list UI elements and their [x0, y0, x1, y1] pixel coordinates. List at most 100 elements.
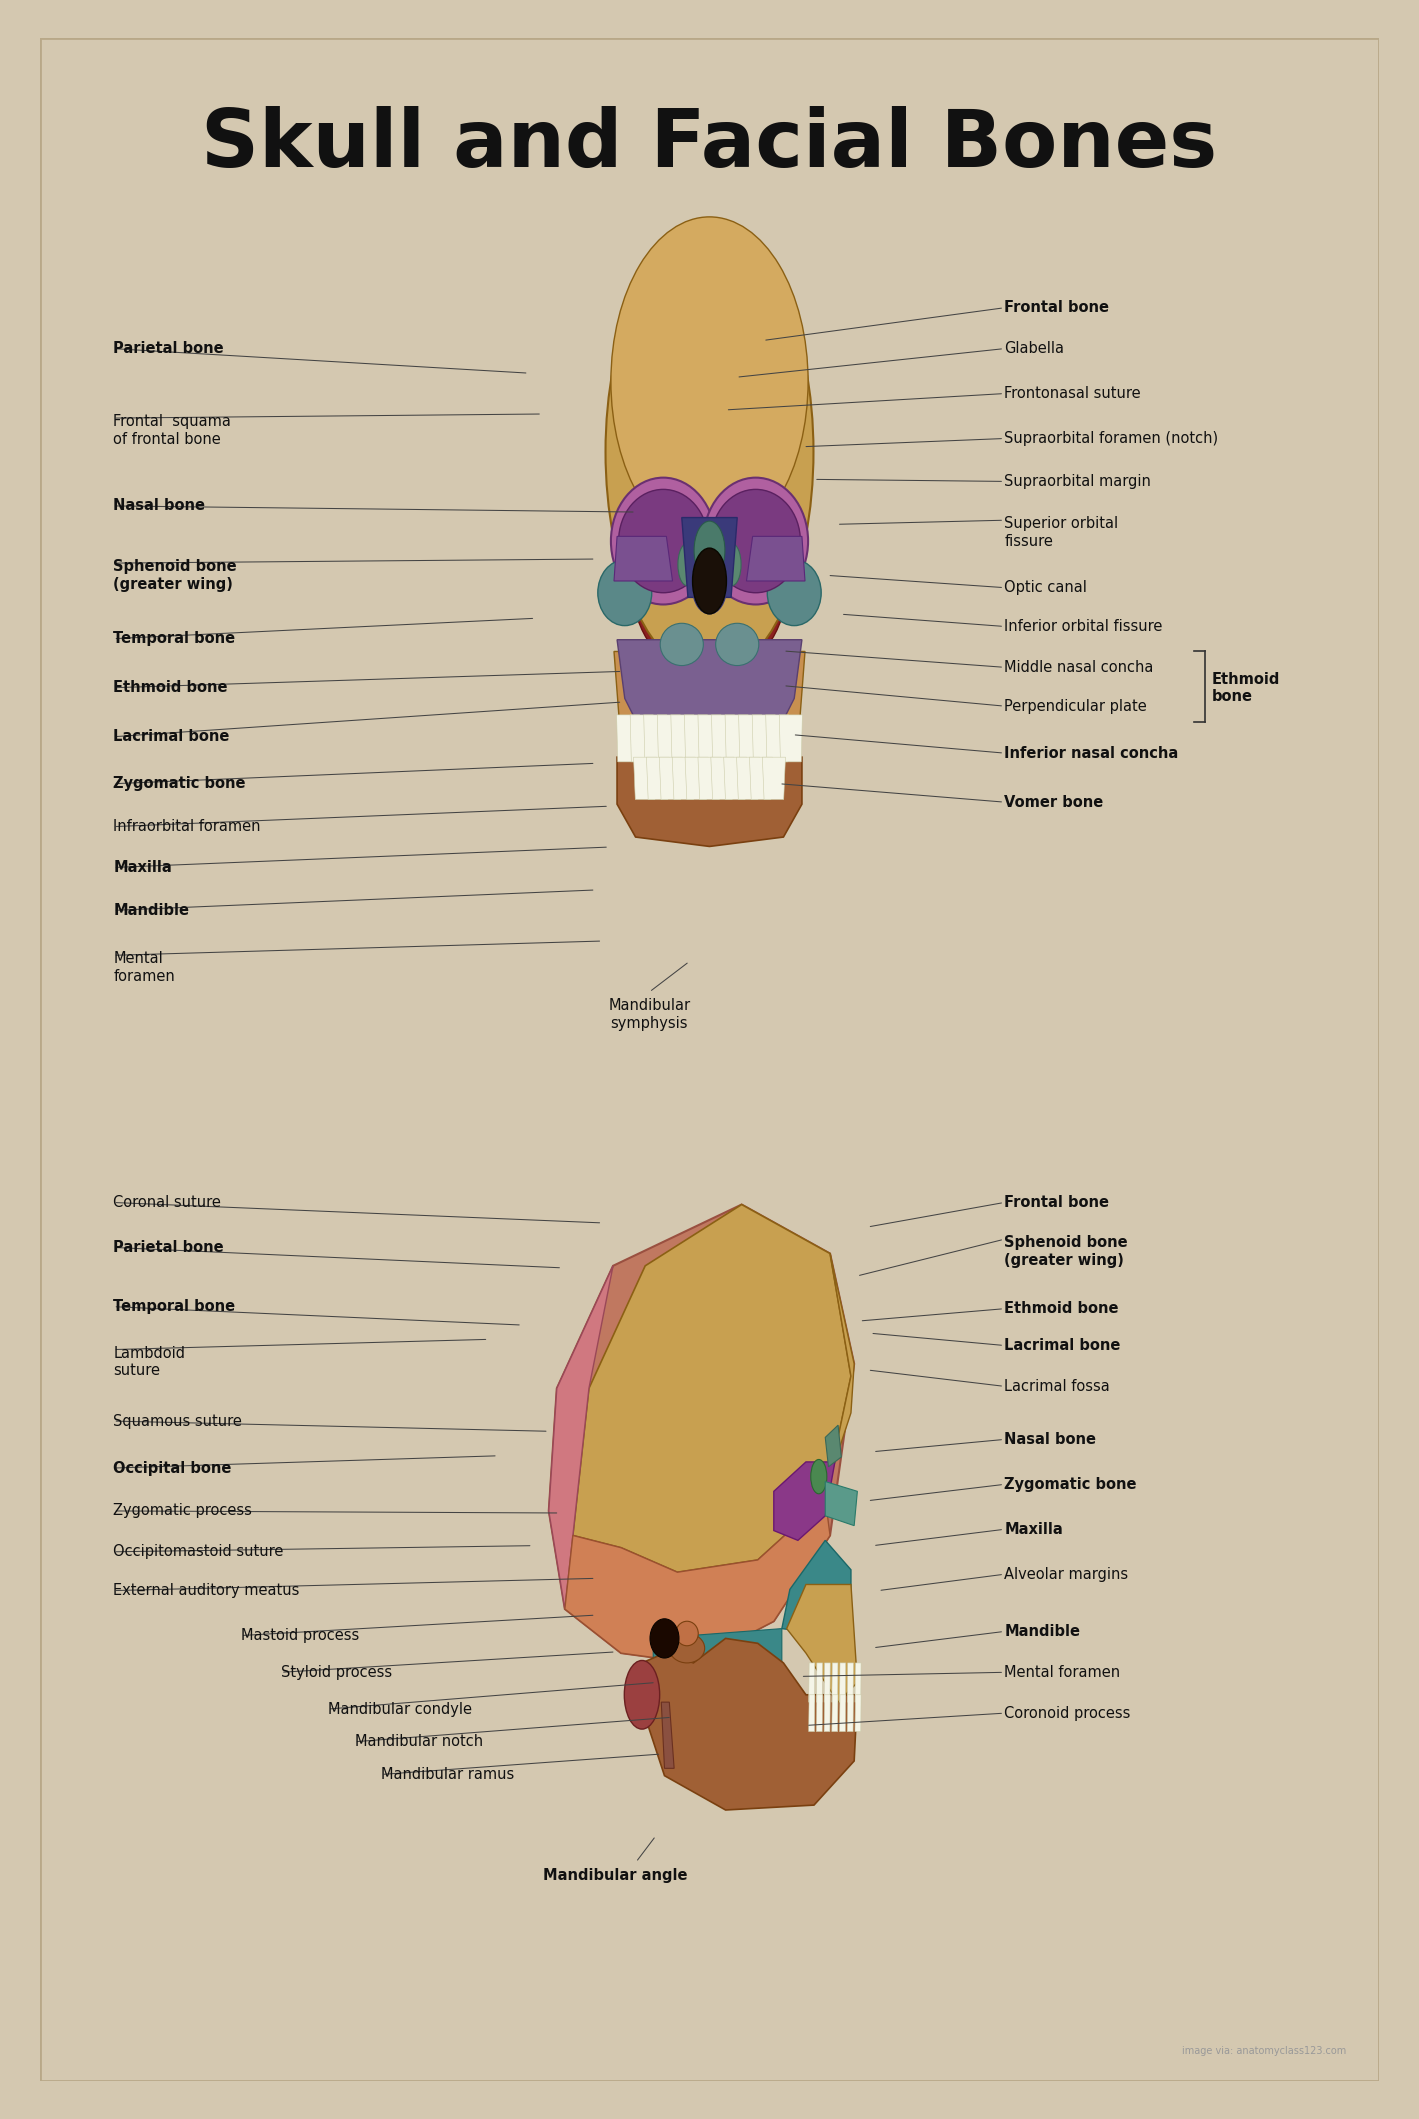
- Polygon shape: [782, 1541, 851, 1634]
- Text: Supraorbital foramen (notch): Supraorbital foramen (notch): [1005, 430, 1219, 445]
- Polygon shape: [826, 1426, 841, 1466]
- Text: Sphenoid bone
(greater wing): Sphenoid bone (greater wing): [114, 559, 237, 591]
- Polygon shape: [698, 714, 721, 763]
- Polygon shape: [565, 1498, 830, 1663]
- Polygon shape: [816, 1663, 823, 1702]
- Polygon shape: [826, 1254, 854, 1498]
- Text: Nasal bone: Nasal bone: [1005, 1432, 1097, 1447]
- Polygon shape: [752, 714, 775, 763]
- Ellipse shape: [692, 549, 727, 615]
- Polygon shape: [641, 1638, 857, 1810]
- Polygon shape: [657, 714, 680, 763]
- Text: image via: anatomyclass123.com: image via: anatomyclass123.com: [1182, 2047, 1345, 2055]
- Text: Temporal bone: Temporal bone: [114, 1299, 236, 1314]
- Text: Maxilla: Maxilla: [114, 860, 172, 875]
- Polygon shape: [671, 714, 694, 763]
- Text: Coronal suture: Coronal suture: [114, 1195, 221, 1210]
- Polygon shape: [617, 714, 640, 763]
- Polygon shape: [630, 714, 653, 763]
- Text: Mental
foramen: Mental foramen: [114, 951, 175, 983]
- Polygon shape: [840, 1663, 846, 1702]
- Text: Vomer bone: Vomer bone: [1005, 795, 1104, 809]
- Ellipse shape: [597, 559, 651, 625]
- Polygon shape: [647, 756, 670, 799]
- Polygon shape: [746, 536, 805, 581]
- Ellipse shape: [810, 1460, 827, 1494]
- Text: Temporal bone: Temporal bone: [114, 631, 236, 646]
- Polygon shape: [724, 756, 746, 799]
- Polygon shape: [766, 714, 789, 763]
- Ellipse shape: [670, 1634, 705, 1663]
- Text: Zygomatic process: Zygomatic process: [114, 1504, 253, 1519]
- Polygon shape: [847, 1695, 853, 1731]
- Ellipse shape: [606, 229, 813, 676]
- Polygon shape: [617, 756, 802, 845]
- Text: Middle nasal concha: Middle nasal concha: [1005, 659, 1154, 674]
- Text: Parietal bone: Parietal bone: [114, 341, 224, 356]
- Ellipse shape: [715, 623, 759, 665]
- Text: Ethmoid bone: Ethmoid bone: [1005, 1301, 1118, 1316]
- Text: Inferior nasal concha: Inferior nasal concha: [1005, 746, 1178, 761]
- Polygon shape: [711, 714, 735, 763]
- Polygon shape: [653, 1630, 782, 1672]
- Text: Lacrimal bone: Lacrimal bone: [1005, 1337, 1121, 1352]
- Text: Supraorbital margin: Supraorbital margin: [1005, 475, 1151, 489]
- Text: Ethmoid bone: Ethmoid bone: [114, 680, 228, 695]
- Polygon shape: [681, 517, 738, 598]
- Polygon shape: [573, 1204, 851, 1572]
- Polygon shape: [673, 756, 695, 799]
- Polygon shape: [661, 1702, 674, 1769]
- Ellipse shape: [678, 542, 697, 585]
- Text: Lacrimal bone: Lacrimal bone: [114, 729, 230, 744]
- Text: Maxilla: Maxilla: [1005, 1521, 1063, 1536]
- Ellipse shape: [650, 1619, 678, 1657]
- Text: Skull and Facial Bones: Skull and Facial Bones: [201, 106, 1218, 184]
- Polygon shape: [840, 1695, 846, 1731]
- Polygon shape: [660, 756, 683, 799]
- Polygon shape: [786, 1585, 857, 1702]
- Polygon shape: [736, 756, 759, 799]
- Ellipse shape: [660, 623, 704, 665]
- Polygon shape: [779, 714, 802, 763]
- Polygon shape: [773, 1462, 834, 1541]
- Ellipse shape: [675, 1621, 698, 1646]
- Text: Ethmoid
bone: Ethmoid bone: [1212, 672, 1280, 704]
- Text: Mandibular angle: Mandibular angle: [543, 1869, 688, 1884]
- Polygon shape: [832, 1663, 839, 1702]
- Text: Frontonasal suture: Frontonasal suture: [1005, 386, 1141, 400]
- Polygon shape: [856, 1663, 861, 1702]
- Ellipse shape: [692, 562, 727, 615]
- Text: Mandibular ramus: Mandibular ramus: [382, 1767, 515, 1782]
- Text: Styloid process: Styloid process: [281, 1666, 392, 1680]
- Ellipse shape: [722, 542, 741, 585]
- Polygon shape: [633, 756, 657, 799]
- Text: Mastoid process: Mastoid process: [241, 1627, 359, 1642]
- Text: Inferior orbital fissure: Inferior orbital fissure: [1005, 619, 1162, 634]
- Text: Lacrimal fossa: Lacrimal fossa: [1005, 1379, 1110, 1394]
- Polygon shape: [549, 1265, 613, 1608]
- Polygon shape: [614, 536, 673, 581]
- Polygon shape: [685, 756, 708, 799]
- Text: Perpendicular plate: Perpendicular plate: [1005, 699, 1147, 714]
- Ellipse shape: [612, 216, 807, 547]
- Text: Zygomatic bone: Zygomatic bone: [114, 776, 245, 790]
- Ellipse shape: [624, 1661, 660, 1729]
- Polygon shape: [832, 1695, 839, 1731]
- Text: Frontal bone: Frontal bone: [1005, 1195, 1110, 1210]
- Polygon shape: [749, 756, 772, 799]
- Text: Coronoid process: Coronoid process: [1005, 1706, 1131, 1721]
- Text: Mandibular notch: Mandibular notch: [355, 1733, 482, 1750]
- Ellipse shape: [622, 345, 707, 651]
- Text: Optic canal: Optic canal: [1005, 581, 1087, 595]
- Text: Superior orbital
fissure: Superior orbital fissure: [1005, 517, 1118, 549]
- Polygon shape: [856, 1695, 861, 1731]
- Ellipse shape: [712, 345, 797, 651]
- Polygon shape: [824, 1663, 830, 1702]
- Polygon shape: [711, 756, 734, 799]
- Text: Mandible: Mandible: [114, 903, 189, 918]
- Text: Glabella: Glabella: [1005, 341, 1064, 356]
- Polygon shape: [549, 1204, 854, 1663]
- Text: Frontal  squama
of frontal bone: Frontal squama of frontal bone: [114, 413, 231, 447]
- Text: Zygomatic bone: Zygomatic bone: [1005, 1477, 1137, 1492]
- Text: Parietal bone: Parietal bone: [114, 1240, 224, 1254]
